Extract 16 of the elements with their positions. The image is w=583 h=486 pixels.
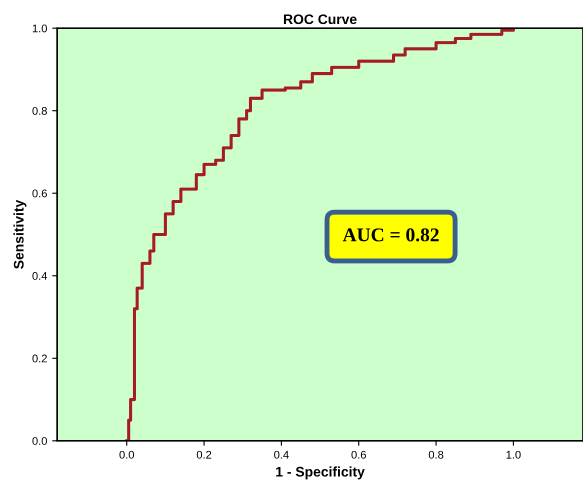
x-axis-title: 1 - Specificity	[276, 466, 365, 480]
chart-title: ROC Curve	[284, 14, 357, 24]
x-tick-label: 0.4	[274, 450, 289, 459]
x-tick-label: 0.6	[351, 450, 366, 459]
x-tick-label: 0.2	[196, 450, 212, 459]
y-tick-label: 0.8	[32, 106, 47, 115]
y-tick-label: 1.0	[32, 24, 47, 32]
y-tick-label: 0.6	[32, 190, 47, 198]
x-tick-label: 1.0	[506, 450, 521, 459]
x-tick-label: 0.0	[119, 450, 134, 459]
y-tick-label: 0.2	[32, 354, 47, 362]
x-tick-label: 0.8	[428, 450, 444, 459]
y-tick-label: 0.4	[32, 272, 48, 280]
y-axis-title: Sensitivity	[13, 200, 26, 269]
y-tick-label: 0.0	[32, 437, 47, 445]
annotation: AUC = 0.82	[342, 228, 439, 242]
